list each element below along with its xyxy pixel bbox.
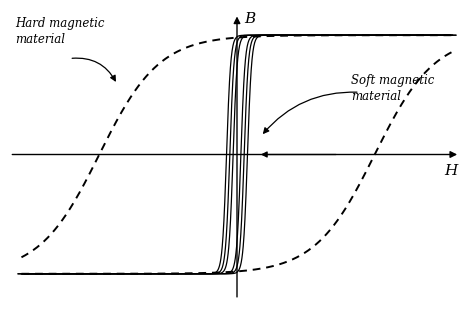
Text: B: B bbox=[244, 12, 255, 26]
Text: H: H bbox=[444, 164, 457, 178]
Text: Soft magnetic
material: Soft magnetic material bbox=[351, 74, 434, 103]
Text: Hard magnetic
material: Hard magnetic material bbox=[16, 17, 105, 46]
